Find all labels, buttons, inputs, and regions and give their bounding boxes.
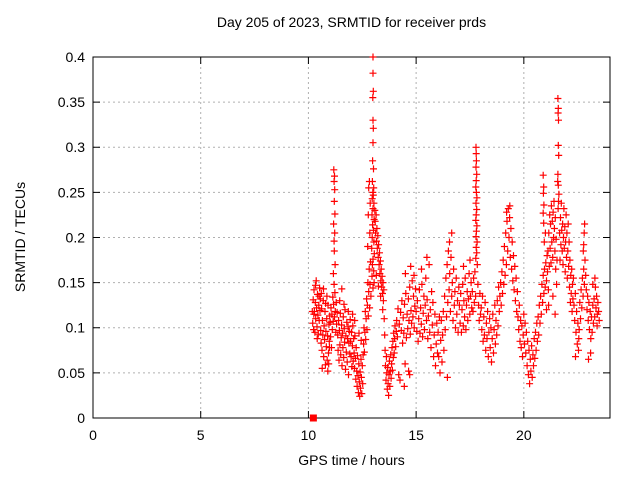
square-marker-zero-epoch-marker <box>309 414 317 422</box>
x-tick-label: 10 <box>301 427 317 443</box>
y-tick-label: 0.2 <box>66 229 86 245</box>
x-tick-label: 5 <box>197 427 205 443</box>
y-tick-label: 0.3 <box>66 139 86 155</box>
y-tick-label: 0.1 <box>66 320 86 336</box>
y-tick-label: 0.4 <box>66 49 86 65</box>
x-tick-label: 0 <box>89 427 97 443</box>
y-tick-label: 0.35 <box>58 94 85 110</box>
x-tick-label: 15 <box>408 427 424 443</box>
x-axis-label: GPS time / hours <box>298 452 405 468</box>
scatter-points-srmtid <box>308 53 603 400</box>
x-tick-label: 20 <box>516 427 532 443</box>
y-tick-label: 0 <box>77 410 85 426</box>
y-tick-label: 0.25 <box>58 184 85 200</box>
y-tick-label: 0.05 <box>58 365 85 381</box>
chart-title: Day 205 of 2023, SRMTID for receiver prd… <box>216 14 487 30</box>
y-tick-label: 0.15 <box>58 275 85 291</box>
